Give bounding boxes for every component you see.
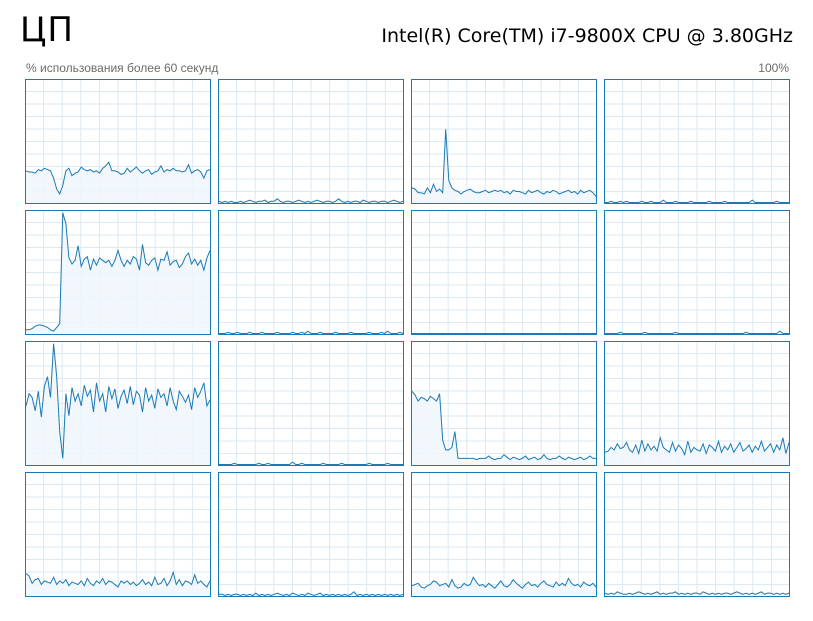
core-graph-svg bbox=[411, 341, 597, 466]
graph-border bbox=[25, 341, 211, 466]
core-graph-13[interactable] bbox=[218, 472, 404, 597]
core-graph-svg bbox=[218, 472, 404, 597]
core-graph-svg bbox=[604, 210, 790, 335]
core-graph-3[interactable] bbox=[604, 79, 790, 204]
graph-border bbox=[604, 210, 790, 335]
usage-area bbox=[412, 129, 596, 203]
usage-area bbox=[412, 391, 596, 465]
core-graph-14[interactable] bbox=[411, 472, 597, 597]
core-graph-svg bbox=[25, 341, 211, 466]
core-graph-9[interactable] bbox=[218, 341, 404, 466]
max-percent-label: 100% bbox=[758, 61, 789, 75]
graph-border bbox=[218, 341, 404, 466]
usage-area bbox=[26, 572, 210, 596]
core-graph-svg bbox=[218, 210, 404, 335]
core-graph-svg bbox=[25, 472, 211, 597]
core-graph-12[interactable] bbox=[25, 472, 211, 597]
core-graph-svg bbox=[411, 472, 597, 597]
usage-line bbox=[604, 435, 790, 457]
core-graph-7[interactable] bbox=[604, 210, 790, 335]
usage-line bbox=[26, 212, 211, 332]
graph-border bbox=[25, 472, 211, 597]
usage-line bbox=[411, 576, 597, 589]
core-graph-6[interactable] bbox=[411, 210, 597, 335]
usage-line bbox=[25, 570, 211, 588]
core-graph-svg bbox=[411, 210, 597, 335]
graph-border bbox=[604, 341, 790, 466]
graph-border bbox=[218, 472, 404, 597]
core-graph-svg bbox=[25, 79, 211, 204]
graph-border bbox=[604, 79, 790, 204]
core-graph-svg bbox=[25, 210, 211, 335]
usage-caption: % использования более 60 секунд bbox=[26, 61, 219, 75]
usage-area bbox=[412, 577, 596, 596]
core-graph-10[interactable] bbox=[411, 341, 597, 466]
core-graph-0[interactable] bbox=[25, 79, 211, 204]
graph-border bbox=[411, 472, 597, 597]
usage-line bbox=[604, 591, 790, 595]
usage-line bbox=[411, 390, 596, 461]
usage-area bbox=[605, 591, 789, 596]
usage-line bbox=[219, 591, 404, 597]
usage-line bbox=[25, 161, 211, 196]
usage-line bbox=[218, 198, 404, 204]
usage-area bbox=[26, 343, 210, 465]
usage-line bbox=[605, 330, 789, 334]
core-graph-1[interactable] bbox=[218, 79, 404, 204]
graph-border bbox=[411, 79, 597, 204]
logical-processor-grid[interactable] bbox=[25, 79, 790, 597]
core-graph-2[interactable] bbox=[411, 79, 597, 204]
core-graph-11[interactable] bbox=[604, 341, 790, 466]
usage-area bbox=[605, 200, 789, 203]
core-graph-8[interactable] bbox=[25, 341, 211, 466]
graph-border bbox=[411, 210, 597, 335]
graph-border bbox=[25, 79, 211, 204]
graph-border bbox=[411, 341, 597, 466]
core-graph-svg bbox=[218, 341, 404, 466]
core-graph-15[interactable] bbox=[604, 472, 790, 597]
graph-border bbox=[604, 472, 790, 597]
usage-line bbox=[219, 330, 404, 335]
core-graph-4[interactable] bbox=[25, 210, 211, 335]
graph-border bbox=[218, 210, 404, 335]
core-graph-svg bbox=[604, 472, 790, 597]
usage-area bbox=[605, 437, 789, 465]
usage-line bbox=[605, 199, 789, 204]
usage-area bbox=[219, 591, 403, 596]
core-graph-svg bbox=[604, 341, 790, 466]
core-graph-svg bbox=[411, 79, 597, 204]
usage-area bbox=[26, 212, 210, 334]
page-title: ЦП bbox=[20, 10, 74, 50]
core-graph-5[interactable] bbox=[218, 210, 404, 335]
usage-line bbox=[25, 343, 211, 459]
core-graph-svg bbox=[218, 79, 404, 204]
cpu-model-name: Intel(R) Core(TM) i7-9800X CPU @ 3.80GHz bbox=[381, 25, 793, 47]
graph-border bbox=[218, 79, 404, 204]
graph-border bbox=[25, 210, 211, 335]
usage-line bbox=[219, 461, 403, 465]
core-graph-svg bbox=[604, 79, 790, 204]
usage-line bbox=[411, 129, 597, 197]
usage-area bbox=[219, 198, 403, 203]
